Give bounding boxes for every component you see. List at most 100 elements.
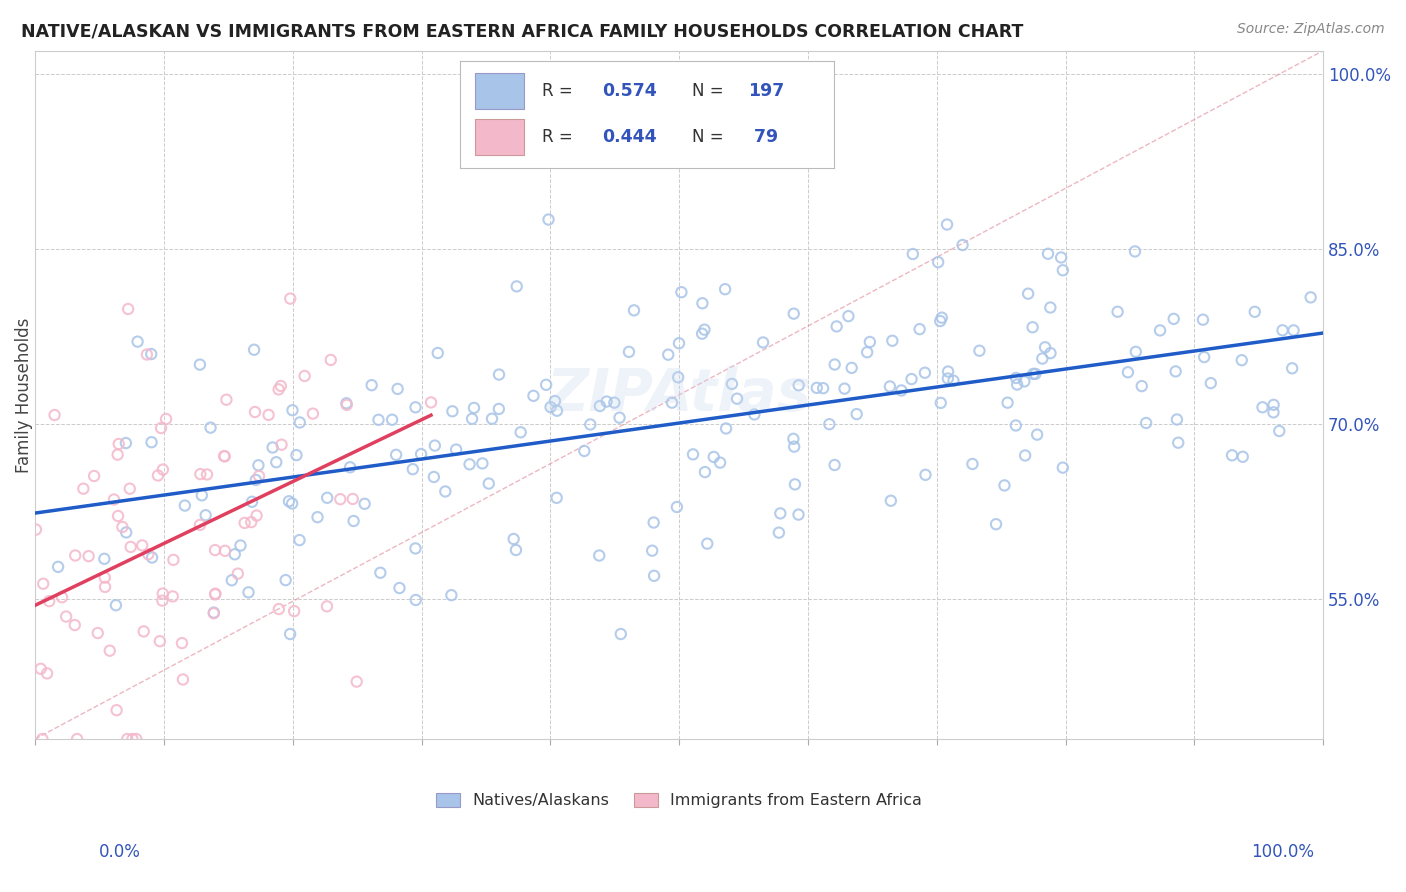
Point (131, 538, 153, 552)
Point (404, 541, 426, 556)
Point (1263, 405, 1285, 419)
Text: ZIPAtlas: ZIPAtlas (547, 367, 811, 424)
Point (1005, 371, 1028, 385)
Point (1022, 367, 1045, 381)
Point (240, 515, 263, 529)
Point (481, 411, 503, 425)
Point (811, 381, 834, 395)
Point (138, 547, 160, 561)
Point (668, 336, 690, 351)
Point (202, 606, 225, 620)
Point (141, 550, 163, 565)
Point (534, 377, 557, 392)
Point (195, 467, 218, 482)
Point (544, 394, 567, 409)
Point (278, 627, 301, 641)
Point (243, 343, 266, 357)
Point (51, 591, 73, 605)
Point (787, 378, 810, 392)
Point (240, 495, 263, 509)
Point (890, 384, 912, 398)
Point (1268, 424, 1291, 438)
Point (1123, 244, 1146, 259)
Point (880, 493, 903, 508)
Point (98, 643, 121, 657)
Point (388, 581, 411, 595)
Point (657, 348, 679, 362)
Point (302, 407, 325, 421)
Point (682, 447, 704, 461)
Point (202, 607, 225, 621)
Point (214, 450, 236, 464)
Point (661, 395, 683, 409)
Point (66, 731, 89, 746)
Point (671, 285, 693, 300)
Point (546, 403, 568, 417)
Point (1039, 346, 1062, 360)
Point (149, 634, 172, 648)
Point (997, 395, 1019, 409)
Point (936, 365, 959, 379)
Point (105, 703, 128, 717)
Text: 0.0%: 0.0% (98, 843, 141, 861)
Point (121, 731, 143, 746)
Point (488, 368, 510, 382)
Point (506, 279, 529, 293)
Point (692, 296, 714, 310)
Point (478, 476, 501, 491)
Point (150, 421, 173, 435)
Point (1199, 376, 1222, 391)
Point (267, 602, 290, 616)
Point (721, 376, 744, 391)
Point (1004, 418, 1026, 433)
Point (1050, 251, 1073, 265)
Point (420, 395, 443, 409)
Point (643, 516, 665, 530)
Point (1024, 367, 1046, 381)
Point (441, 404, 464, 418)
Point (1017, 286, 1039, 301)
Point (623, 303, 645, 318)
Point (224, 547, 246, 561)
Point (769, 507, 792, 521)
Point (818, 417, 841, 432)
Point (936, 218, 959, 232)
Point (405, 401, 427, 415)
Point (900, 372, 922, 386)
Point (94, 570, 117, 584)
Point (690, 326, 713, 341)
Point (125, 731, 148, 746)
Point (385, 448, 408, 462)
Point (402, 462, 425, 476)
Point (1107, 304, 1129, 318)
Point (714, 421, 737, 435)
Point (603, 395, 626, 409)
Point (319, 353, 342, 368)
Point (1166, 412, 1188, 426)
Point (270, 438, 292, 452)
Point (214, 544, 236, 558)
Point (458, 458, 481, 472)
Point (190, 467, 212, 482)
Point (111, 520, 134, 534)
Point (107, 448, 129, 462)
Point (127, 334, 149, 349)
Point (1263, 398, 1285, 412)
Point (1052, 263, 1074, 277)
Point (107, 509, 129, 524)
Point (882, 334, 904, 348)
Point (353, 497, 375, 511)
Point (103, 492, 125, 507)
Point (115, 525, 138, 540)
Point (339, 460, 361, 475)
Point (146, 468, 169, 483)
Point (262, 441, 284, 455)
Point (969, 343, 991, 358)
Point (952, 238, 974, 252)
Point (927, 255, 949, 269)
Point (104, 599, 127, 613)
Point (1220, 448, 1243, 462)
Point (336, 398, 359, 412)
Point (856, 345, 879, 359)
Point (522, 389, 544, 403)
